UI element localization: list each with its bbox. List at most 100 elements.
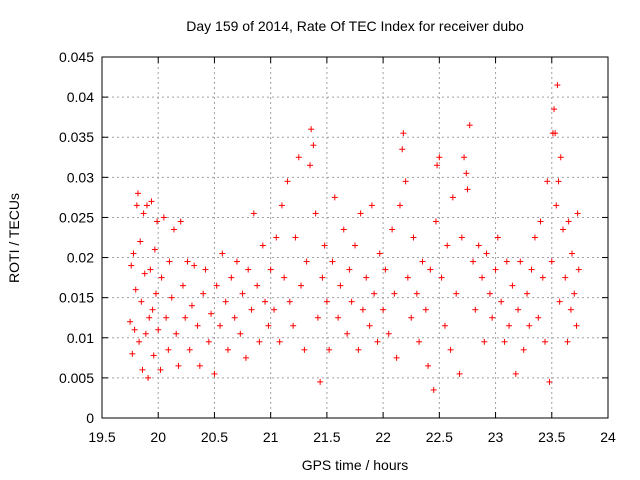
data-point	[399, 146, 406, 153]
data-point	[134, 190, 141, 197]
data-point	[368, 202, 375, 209]
data-point	[177, 218, 184, 225]
data-point	[217, 322, 224, 329]
data-point	[208, 310, 215, 317]
data-point	[526, 322, 533, 329]
plot-frame	[101, 56, 609, 419]
data-point	[337, 282, 344, 289]
data-point	[141, 270, 148, 277]
data-point	[458, 234, 465, 241]
data-point	[340, 226, 347, 233]
x-tick-label: 20	[150, 429, 166, 445]
data-point	[175, 362, 182, 369]
y-axis-label: ROTI / TECUs	[6, 193, 22, 283]
data-point	[489, 314, 496, 321]
data-point	[393, 354, 400, 361]
data-point	[509, 282, 516, 289]
data-point	[130, 250, 137, 257]
data-point	[544, 178, 551, 185]
data-point	[237, 330, 244, 337]
data-point	[542, 338, 549, 345]
data-point	[376, 250, 383, 257]
data-point	[408, 314, 415, 321]
data-point	[391, 290, 398, 297]
data-point	[352, 242, 358, 249]
data-point	[319, 274, 326, 281]
grid	[102, 57, 608, 418]
data-point	[276, 338, 283, 345]
data-point	[196, 362, 203, 369]
data-point	[574, 210, 581, 217]
data-point	[402, 178, 409, 185]
data-point	[145, 374, 152, 381]
data-point	[147, 266, 154, 273]
data-point	[520, 346, 527, 353]
data-point	[271, 306, 278, 313]
data-point	[512, 370, 519, 377]
data-point	[419, 258, 426, 265]
data-point	[211, 370, 218, 377]
data-point	[165, 346, 172, 353]
data-point	[453, 290, 460, 297]
data-point	[346, 266, 353, 273]
data-point	[133, 202, 140, 209]
y-tick-label: 0.005	[59, 370, 94, 386]
x-tick-label: 21	[263, 429, 279, 445]
data-point	[219, 250, 226, 257]
data-point	[224, 346, 231, 353]
data-point	[136, 338, 143, 345]
data-point	[148, 198, 155, 205]
data-point	[539, 274, 546, 281]
data-point	[475, 242, 482, 249]
data-point	[503, 258, 510, 265]
data-point	[273, 234, 280, 241]
data-point	[456, 370, 463, 377]
data-point	[151, 246, 158, 253]
data-point	[410, 234, 417, 241]
data-point	[374, 338, 381, 345]
data-point	[479, 274, 486, 281]
data-point	[506, 322, 513, 329]
data-point	[239, 290, 246, 297]
data-point	[166, 258, 173, 265]
data-point	[155, 326, 162, 333]
data-point	[432, 218, 439, 225]
x-tick-labels: 19.5 20 20.5 21 21.5 22 22.5 23 23.5 24	[88, 429, 616, 445]
data-point	[329, 258, 336, 265]
data-point	[486, 290, 493, 297]
x-tick-label: 21.5	[313, 429, 340, 445]
data-point	[567, 306, 574, 313]
data-point	[359, 306, 366, 313]
data-point	[441, 322, 448, 329]
data-point	[331, 194, 338, 201]
data-point	[380, 306, 387, 313]
data-point	[281, 274, 288, 281]
data-point	[233, 258, 240, 265]
data-point	[555, 178, 562, 185]
data-point	[267, 266, 274, 273]
data-point	[483, 250, 490, 257]
data-point	[552, 130, 559, 137]
data-point	[146, 314, 153, 321]
data-point	[404, 274, 411, 281]
data-point	[564, 338, 571, 345]
data-point	[366, 322, 373, 329]
data-point	[262, 298, 269, 305]
data-point	[150, 352, 157, 359]
data-point	[575, 266, 582, 273]
data-point	[202, 266, 209, 273]
data-point	[422, 306, 429, 313]
data-point	[248, 306, 255, 313]
data-point	[470, 258, 477, 265]
data-point	[396, 202, 403, 209]
y-tick-label: 0	[86, 410, 94, 426]
data-point	[295, 154, 302, 161]
y-tick-label: 0.035	[59, 129, 94, 145]
data-point	[573, 322, 580, 329]
data-point	[186, 346, 193, 353]
data-point	[492, 266, 499, 273]
data-point	[565, 218, 572, 225]
data-point	[326, 346, 333, 353]
data-point	[191, 262, 198, 269]
data-point	[194, 322, 201, 329]
